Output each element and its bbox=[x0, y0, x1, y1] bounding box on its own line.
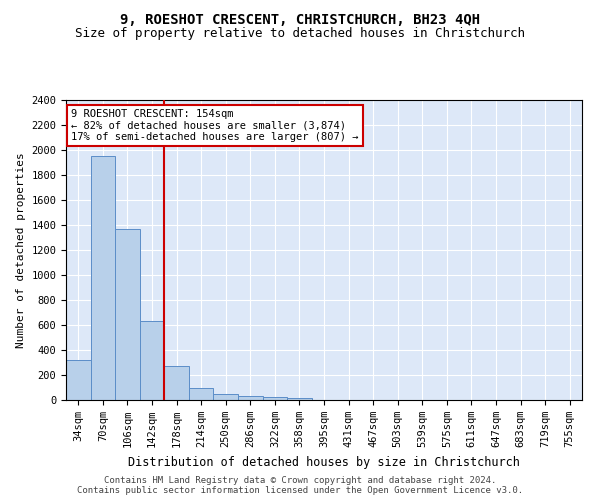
Bar bbox=[115, 229, 140, 400]
Text: 9 ROESHOT CRESCENT: 154sqm
← 82% of detached houses are smaller (3,874)
17% of s: 9 ROESHOT CRESCENT: 154sqm ← 82% of deta… bbox=[71, 109, 359, 142]
Text: Size of property relative to detached houses in Christchurch: Size of property relative to detached ho… bbox=[75, 28, 525, 40]
Y-axis label: Number of detached properties: Number of detached properties bbox=[16, 152, 26, 348]
Text: 9, ROESHOT CRESCENT, CHRISTCHURCH, BH23 4QH: 9, ROESHOT CRESCENT, CHRISTCHURCH, BH23 … bbox=[120, 12, 480, 26]
Bar bbox=[189, 388, 214, 400]
X-axis label: Distribution of detached houses by size in Christchurch: Distribution of detached houses by size … bbox=[128, 456, 520, 468]
Bar bbox=[140, 322, 164, 400]
Bar bbox=[91, 156, 115, 400]
Bar bbox=[287, 398, 312, 400]
Text: Contains HM Land Registry data © Crown copyright and database right 2024.
Contai: Contains HM Land Registry data © Crown c… bbox=[77, 476, 523, 495]
Bar bbox=[164, 366, 189, 400]
Bar bbox=[263, 397, 287, 400]
Bar bbox=[66, 360, 91, 400]
Bar bbox=[238, 396, 263, 400]
Bar bbox=[214, 394, 238, 400]
